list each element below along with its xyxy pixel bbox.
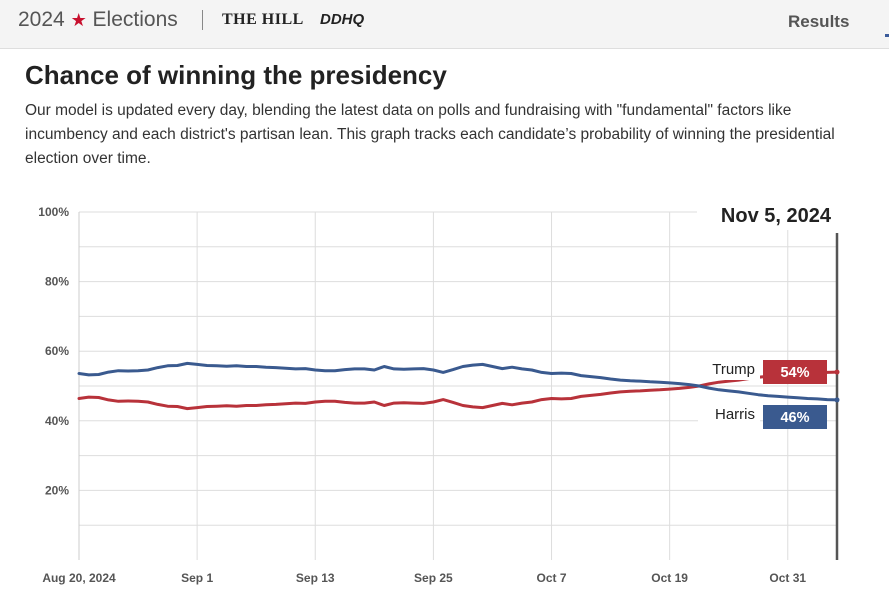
top-nav-bar: 2024 ★ Elections THE HILL DDHQ Results — [0, 0, 889, 49]
y-tick-label: 100% — [38, 205, 69, 219]
x-tick-label: Oct 31 — [769, 571, 806, 585]
series-line-harris — [77, 361, 839, 402]
x-tick-label: Sep 1 — [181, 571, 213, 585]
logo-section: Elections — [92, 8, 178, 31]
chart-series — [77, 361, 839, 411]
y-tick-label: 60% — [45, 344, 69, 358]
y-tick-label: 40% — [45, 414, 69, 428]
candidate-label-bg — [698, 403, 760, 425]
elections-logo[interactable]: 2024 ★ Elections — [18, 8, 178, 32]
brand-divider — [202, 10, 203, 30]
results-nav-link[interactable]: Results — [788, 12, 850, 31]
page-title: Chance of winning the presidency — [25, 60, 447, 90]
end-dot-trump — [834, 369, 840, 375]
candidate-name-harris: Harris — [715, 406, 755, 423]
value-label-harris: 46% — [780, 410, 809, 426]
candidate-label-bg — [698, 358, 760, 380]
chart-date-marker: Nov 5, 2024 — [697, 198, 840, 560]
star-icon: ★ — [70, 10, 87, 30]
x-tick-label: Oct 19 — [651, 571, 688, 585]
x-tick-label: Oct 7 — [537, 571, 567, 585]
value-label-trump: 54% — [780, 365, 809, 381]
date-marker-label: Nov 5, 2024 — [721, 205, 832, 227]
x-tick-label: Sep 25 — [414, 571, 453, 585]
x-tick-label: Aug 20, 2024 — [42, 571, 116, 585]
series-line-trump — [77, 370, 839, 411]
value-badge-harris — [763, 405, 827, 429]
y-tick-label: 80% — [45, 275, 69, 289]
chart-grid — [78, 211, 837, 560]
value-badge-trump — [763, 360, 827, 384]
x-tick-label: Sep 13 — [296, 571, 335, 585]
y-tick-label: 20% — [45, 483, 69, 497]
page-description: Our model is updated every day, blending… — [25, 102, 835, 167]
the-hill-logo[interactable]: THE HILL — [222, 11, 304, 28]
edge-decoration — [885, 34, 889, 37]
chart-labels: 20% 40% 60% 80% 100% Aug 20, 2024 Sep 1 Sep 13 S… — [38, 205, 827, 585]
candidate-name-trump: Trump — [712, 361, 755, 378]
ddhq-logo[interactable]: DDHQ — [320, 11, 365, 28]
date-marker-bg — [697, 198, 837, 230]
probability-line-chart[interactable]: Nov 5, 2024 20% 40% 60% 80% 100% Aug 20, 2024… — [0, 195, 889, 595]
end-dot-harris — [834, 397, 840, 403]
logo-year: 2024 — [18, 8, 65, 31]
